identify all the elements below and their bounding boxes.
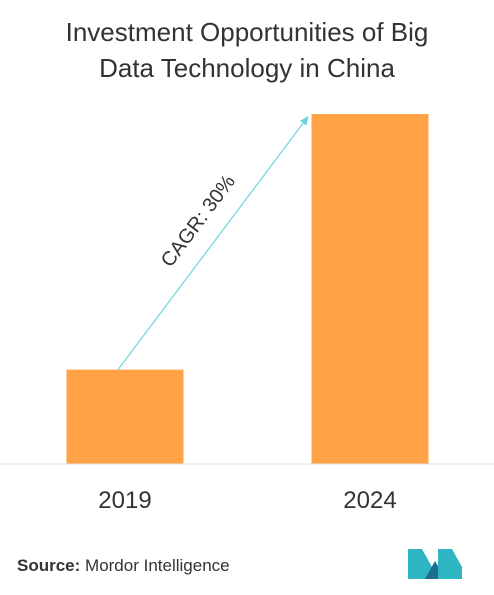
x-tick-labels: 2019 2024 <box>98 487 396 514</box>
chart-title: Investment Opportunities of Big Data Tec… <box>0 14 494 86</box>
chart-title-line-1: Investment Opportunities of Big <box>65 17 429 47</box>
chart-title-line-2: Data Technology in China <box>99 53 395 83</box>
source-label: Source: <box>17 556 81 575</box>
x-tick-label-2024: 2024 <box>343 487 396 514</box>
cagr-label: CAGR: 30% <box>157 171 240 271</box>
cagr-arrow-head <box>299 116 309 126</box>
bar-2019 <box>66 369 184 464</box>
bars-group <box>66 114 429 464</box>
bar-2024 <box>311 114 429 464</box>
cagr-arrow: CAGR: 30% <box>117 116 309 371</box>
mordor-intelligence-logo-icon <box>408 549 462 579</box>
source-note: Source: Mordor Intelligence <box>17 556 230 576</box>
source-text: Mordor Intelligence <box>85 556 230 575</box>
x-tick-label-2019: 2019 <box>98 487 151 514</box>
cagr-arrow-line <box>117 120 306 371</box>
